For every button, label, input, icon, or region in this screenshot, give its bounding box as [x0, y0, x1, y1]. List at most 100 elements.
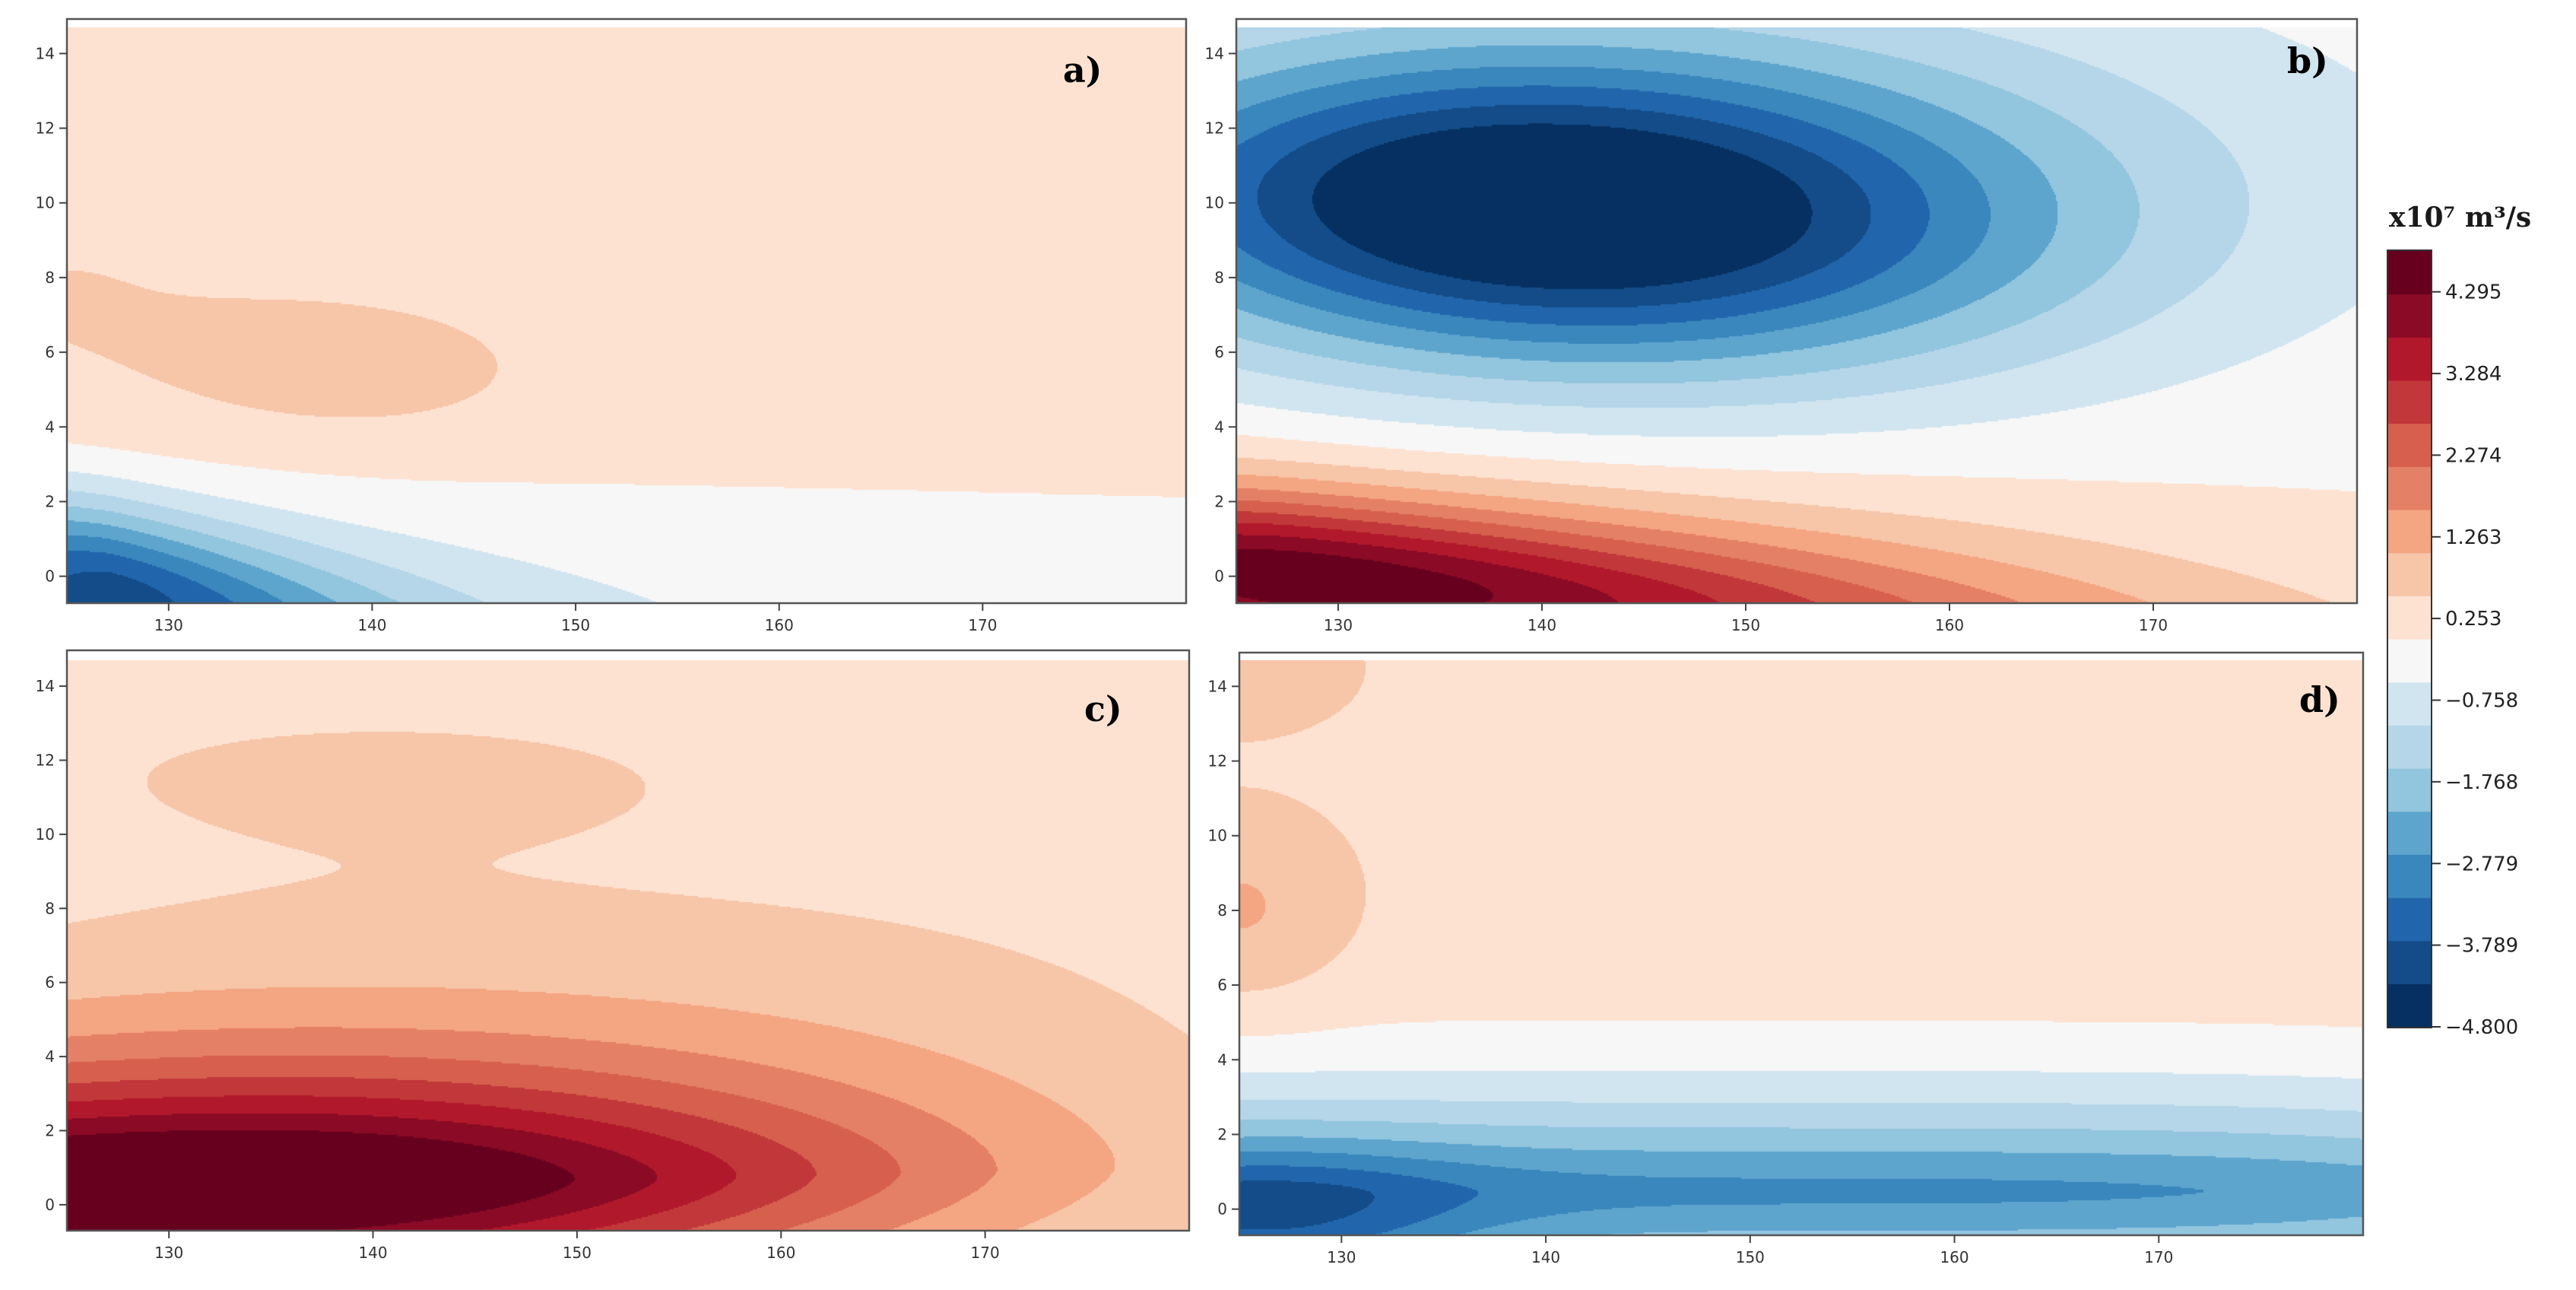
colorbar-tick-label: −1.768 [2445, 771, 2518, 794]
xtick-label-c: 160 [766, 1244, 795, 1262]
colorbar-swatch [2387, 811, 2432, 855]
ytick-label-c: 12 [36, 751, 55, 769]
ytick-label-c: 0 [45, 1196, 55, 1214]
panel-c: 130 140 150 160 170 0 2 4 6 8 10 12 14 c) [36, 649, 1191, 1262]
xtick-label-c: 150 [563, 1244, 592, 1262]
xtick-label-b: 150 [1731, 616, 1760, 634]
colorbar-swatch [2387, 768, 2432, 812]
colorbar-ticks: 4.295 3.284 2.274 1.263 0.253 −0.758 −1.768 −2.… [2432, 281, 2518, 1039]
axes-frame-a [65, 17, 1188, 605]
colorbar-tick-label: −4.800 [2445, 1016, 2518, 1039]
colorbar: x10⁷ m³/s 4.295 3.284 2.274 1.263 0.253 −0.75… [2387, 202, 2531, 1039]
panel-a: 130 140 150 160 170 0 2 4 6 8 10 12 14 a) [36, 17, 1188, 634]
ytick-label-d: 4 [1217, 1050, 1227, 1069]
colorbar-swatch [2387, 380, 2432, 424]
xtick-label-d: 160 [1940, 1248, 1968, 1266]
colorbar-swatch [2387, 466, 2432, 510]
colorbar-swatches [2387, 251, 2432, 1028]
xtick-label-a: 170 [968, 616, 997, 634]
colorbar-tick-label: 2.274 [2445, 444, 2501, 467]
ytick-label-a: 6 [45, 343, 55, 361]
ytick-label-b: 2 [1214, 492, 1224, 510]
colorbar-swatch [2387, 251, 2432, 295]
colorbar-frame [2387, 249, 2432, 1028]
ytick-label-a: 14 [36, 44, 55, 62]
ytick-label-d: 12 [1208, 752, 1227, 771]
panel-d: 130 140 150 160 170 0 2 4 6 8 10 12 14 d) [1208, 651, 2365, 1266]
colorbar-swatch [2387, 510, 2432, 554]
colorbar-swatch [2387, 552, 2432, 596]
ytick-label-a: 10 [36, 194, 55, 212]
ticks-b: 130 140 150 160 170 0 2 4 6 8 10 12 14 [1205, 44, 2168, 634]
xtick-label-b: 140 [1528, 616, 1556, 634]
ytick-label-a: 4 [45, 418, 55, 436]
panel-label-c: c) [1084, 688, 1122, 729]
colorbar-swatch [2387, 898, 2432, 942]
ytick-label-b: 4 [1214, 418, 1224, 436]
colorbar-swatch [2387, 639, 2432, 683]
colorbar-swatch [2387, 983, 2432, 1028]
xtick-label-d: 140 [1531, 1248, 1560, 1266]
xtick-label-d: 130 [1327, 1248, 1356, 1266]
ticks-a: 130 140 150 160 170 0 2 4 6 8 10 12 14 [36, 44, 998, 634]
colorbar-swatch [2387, 940, 2432, 984]
colorbar-tick-label: −0.758 [2445, 690, 2518, 713]
xtick-label-b: 170 [2139, 616, 2168, 634]
colorbar-unit-label: x10⁷ m³/s [2389, 202, 2531, 234]
ytick-label-a: 0 [45, 567, 55, 586]
colorbar-swatch [2387, 854, 2432, 898]
xtick-label-b: 160 [1935, 616, 1964, 634]
xtick-label-b: 130 [1324, 616, 1353, 634]
ytick-label-b: 6 [1214, 343, 1224, 361]
colorbar-swatch [2387, 725, 2432, 769]
panel-b: 130 140 150 160 170 0 2 4 6 8 10 12 14 b) [1205, 17, 2359, 634]
ytick-label-c: 6 [45, 974, 55, 992]
heatmap-d [1239, 660, 2363, 1235]
colorbar-swatch [2387, 682, 2432, 726]
xtick-label-d: 150 [1736, 1248, 1765, 1266]
axes-frame-b [1235, 17, 2359, 605]
ytick-label-c: 8 [45, 899, 55, 917]
heatmap-c [67, 660, 1189, 1231]
ytick-label-d: 10 [1208, 827, 1227, 845]
xtick-label-a: 150 [561, 616, 590, 634]
ytick-label-d: 14 [1208, 677, 1227, 695]
ytick-label-d: 6 [1217, 976, 1227, 994]
xtick-label-c: 170 [971, 1244, 1000, 1262]
heatmap-b [1236, 27, 2357, 602]
xtick-label-d: 170 [2144, 1248, 2173, 1266]
colorbar-swatch [2387, 596, 2432, 640]
ytick-label-b: 8 [1214, 268, 1224, 287]
ytick-label-a: 12 [36, 119, 55, 138]
ticks-d: 130 140 150 160 170 0 2 4 6 8 10 12 14 [1208, 677, 2174, 1266]
xtick-label-a: 130 [154, 616, 183, 634]
ytick-label-c: 10 [36, 825, 55, 844]
ytick-label-d: 0 [1217, 1200, 1227, 1219]
ytick-label-d: 2 [1217, 1125, 1227, 1143]
colorbar-tick-label: 3.284 [2445, 363, 2501, 386]
ytick-label-c: 4 [45, 1047, 55, 1066]
xtick-label-a: 160 [765, 616, 794, 634]
xtick-label-c: 130 [154, 1244, 183, 1262]
colorbar-tick-label: −3.789 [2445, 935, 2518, 958]
xtick-label-a: 140 [357, 616, 386, 634]
ytick-label-b: 14 [1205, 44, 1224, 62]
ytick-label-d: 8 [1217, 901, 1227, 920]
colorbar-swatch [2387, 337, 2432, 381]
colorbar-swatch [2387, 423, 2432, 467]
ytick-label-a: 2 [45, 492, 55, 510]
ytick-label-b: 0 [1214, 567, 1224, 586]
heatmap-a [67, 27, 1186, 602]
panel-label-a: a) [1063, 49, 1102, 91]
xtick-label-c: 140 [358, 1244, 387, 1262]
axes-frame-c [65, 649, 1191, 1232]
colorbar-tick-label: 0.253 [2445, 608, 2501, 631]
ytick-label-a: 8 [45, 268, 55, 287]
colorbar-tick-label: 4.295 [2445, 281, 2501, 304]
ytick-label-b: 12 [1205, 119, 1224, 138]
ytick-label-c: 14 [36, 677, 55, 695]
panel-label-d: d) [2299, 679, 2340, 720]
ytick-label-b: 10 [1205, 194, 1224, 212]
colorbar-tick-label: −2.779 [2445, 853, 2518, 875]
